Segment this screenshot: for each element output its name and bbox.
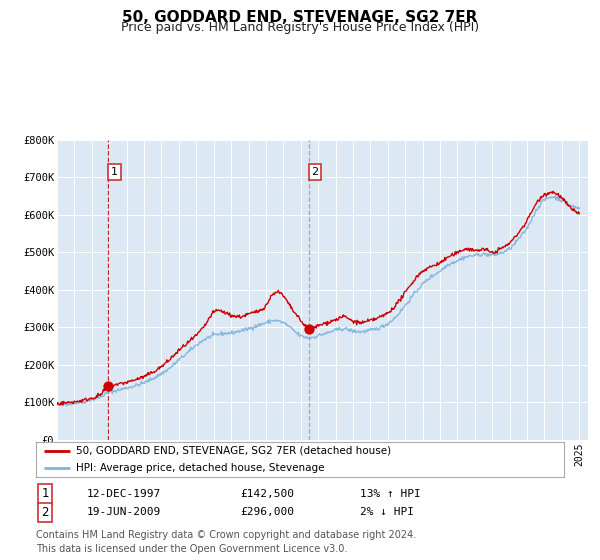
Text: 12-DEC-1997: 12-DEC-1997: [87, 489, 161, 499]
Text: 2% ↓ HPI: 2% ↓ HPI: [360, 507, 414, 517]
Text: Contains HM Land Registry data © Crown copyright and database right 2024.
This d: Contains HM Land Registry data © Crown c…: [36, 530, 416, 553]
Text: 50, GODDARD END, STEVENAGE, SG2 7ER (detached house): 50, GODDARD END, STEVENAGE, SG2 7ER (det…: [76, 446, 391, 456]
Text: 2: 2: [311, 167, 319, 177]
Text: 50, GODDARD END, STEVENAGE, SG2 7ER: 50, GODDARD END, STEVENAGE, SG2 7ER: [122, 10, 478, 25]
Text: £142,500: £142,500: [240, 489, 294, 499]
Point: [304, 324, 314, 333]
Text: 13% ↑ HPI: 13% ↑ HPI: [360, 489, 421, 499]
Text: 1: 1: [111, 167, 118, 177]
Text: Price paid vs. HM Land Registry's House Price Index (HPI): Price paid vs. HM Land Registry's House …: [121, 21, 479, 34]
Text: 2: 2: [41, 506, 49, 519]
Point: [104, 382, 113, 391]
Text: HPI: Average price, detached house, Stevenage: HPI: Average price, detached house, Stev…: [76, 463, 324, 473]
Text: 19-JUN-2009: 19-JUN-2009: [87, 507, 161, 517]
Text: £296,000: £296,000: [240, 507, 294, 517]
Text: 1: 1: [41, 487, 49, 501]
